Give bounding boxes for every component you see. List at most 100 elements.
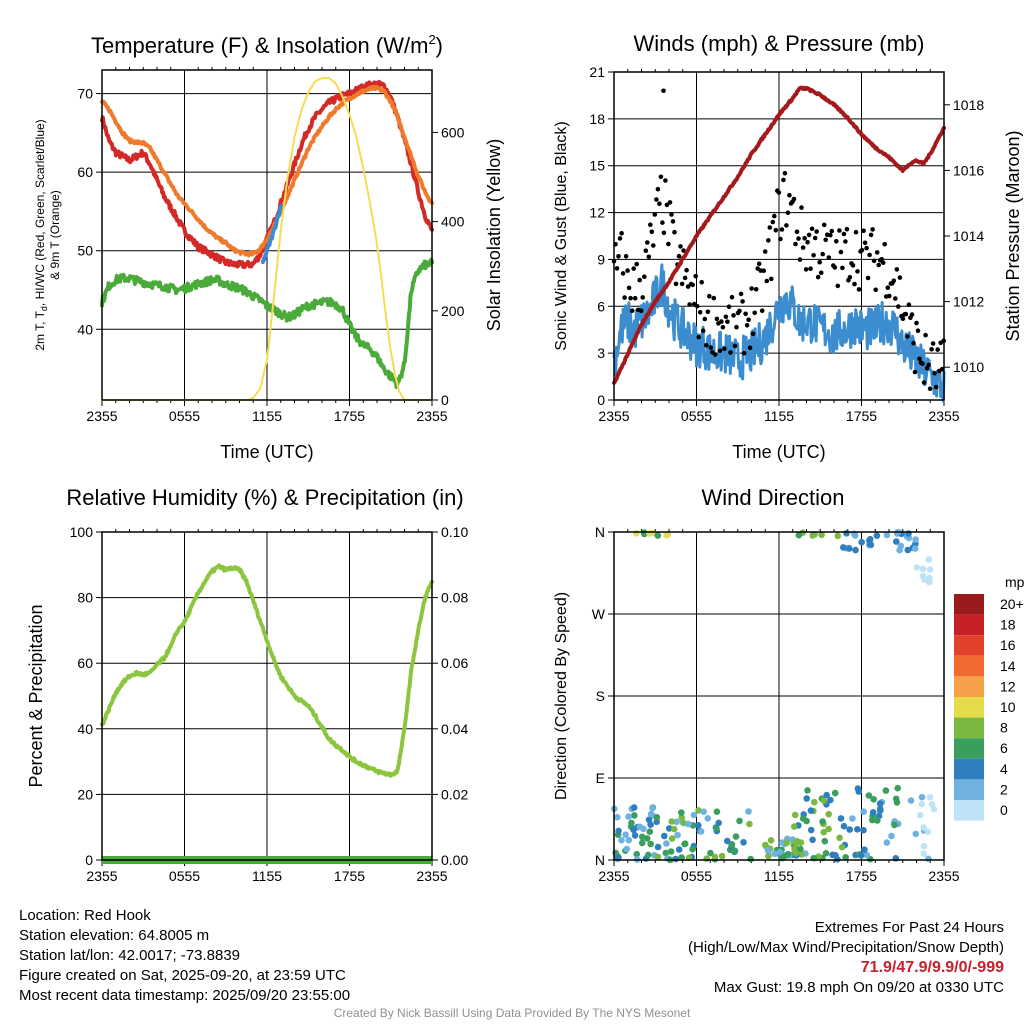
gust-point <box>658 174 664 180</box>
legend-swatch <box>954 614 984 636</box>
gust-point <box>897 275 903 280</box>
direction-point <box>703 855 710 862</box>
direction-point <box>665 825 673 832</box>
direction-point <box>819 818 826 825</box>
direction-point <box>700 808 707 815</box>
rh-plot-frame <box>101 531 433 861</box>
direction-point <box>765 852 772 860</box>
direction-point <box>893 799 901 806</box>
direction-point <box>728 841 736 848</box>
gust-point <box>687 302 692 307</box>
gust-point <box>815 274 821 280</box>
direction-point <box>647 840 654 848</box>
gust-point <box>797 257 803 262</box>
temp-x-label: Time (UTC) <box>220 442 313 462</box>
y2-tick-label: 400 <box>441 214 465 230</box>
gust-point <box>678 244 683 249</box>
gust-point <box>734 324 739 330</box>
series-td <box>100 257 434 389</box>
direction-point <box>654 843 662 851</box>
y2-tick-label: 0.02 <box>441 786 468 802</box>
direction-point <box>736 817 743 825</box>
wind-chart: Winds (mph) & Pressure (mb) 2355 0555 1155 1… <box>553 31 1023 462</box>
direction-point <box>924 828 932 835</box>
direction-point <box>765 847 772 854</box>
gust-point <box>871 258 877 264</box>
gust-point <box>645 240 650 245</box>
gust-point <box>893 296 898 301</box>
gust-point <box>756 261 762 267</box>
gust-point <box>826 255 832 260</box>
y2-tick-label: 600 <box>441 124 465 140</box>
gust-point <box>616 253 621 259</box>
legend-swatch <box>954 697 984 718</box>
gust-point <box>852 281 857 287</box>
direction-point <box>918 793 926 801</box>
gust-point <box>714 316 720 322</box>
gust-point <box>697 310 703 315</box>
direction-point <box>707 849 714 857</box>
direction-point <box>863 851 871 859</box>
gust-point <box>828 232 833 238</box>
direction-point <box>790 823 798 830</box>
direction-point <box>918 800 926 808</box>
direction-point <box>849 815 856 822</box>
rh-chart-title: Relative Humidity (%) & Precipitation (i… <box>66 485 463 510</box>
y2-tick-label: 1016 <box>953 162 984 178</box>
wind-y-label: Sonic Wind & Gust (Blue, Black) <box>553 121 570 350</box>
gust-point <box>778 236 783 242</box>
gust-point <box>643 248 649 253</box>
direction-point <box>920 850 928 857</box>
wind-y2-label: Station Pressure (Maroon) <box>1003 130 1023 341</box>
direction-point <box>926 794 934 801</box>
gust-point <box>729 294 735 300</box>
y2-tick-label: 0.00 <box>441 852 468 868</box>
direction-point <box>623 845 631 853</box>
series-sonic-wind <box>612 263 946 403</box>
x-tick-label: 1755 <box>334 868 365 884</box>
x-tick-label: 1155 <box>764 408 794 424</box>
direction-point <box>791 811 799 819</box>
direction-point <box>636 823 644 831</box>
direction-point <box>804 787 811 794</box>
legend-swatch <box>954 738 984 759</box>
direction-point <box>807 807 815 814</box>
direction-point <box>625 836 633 844</box>
gust-point <box>738 291 744 297</box>
gust-point <box>625 268 630 273</box>
y-tick-label: 0 <box>85 852 93 868</box>
gust-point <box>672 229 677 235</box>
gust-point <box>741 350 747 356</box>
gust-point <box>654 197 659 202</box>
y-tick-label: W <box>592 606 606 622</box>
direction-point <box>673 818 680 826</box>
gust-point <box>651 243 656 248</box>
y-tick-label: 50 <box>77 243 93 259</box>
y2-tick-label: 0.04 <box>441 721 468 737</box>
direction-point <box>649 804 656 812</box>
direction-point <box>713 808 721 815</box>
y2-tick-label: 1010 <box>953 359 984 375</box>
gust-point <box>800 245 806 250</box>
gust-point <box>838 249 844 255</box>
gust-point <box>859 247 865 253</box>
direction-point <box>920 824 927 831</box>
legend-label: 2 <box>1000 781 1008 797</box>
y-tick-label: 20 <box>77 786 93 802</box>
temp-chart-title: Temperature (F) & Insolation (W/m2) <box>91 32 443 58</box>
x-tick-label: 2355 <box>928 408 959 424</box>
direction-point <box>920 842 928 850</box>
gust-point <box>870 227 875 232</box>
gust-point <box>737 308 742 314</box>
direction-point <box>820 797 828 804</box>
direction-point <box>690 811 698 819</box>
gust-point <box>817 259 822 265</box>
direction-point <box>860 808 867 815</box>
gust-point <box>717 348 723 354</box>
direction-point <box>782 852 789 859</box>
direction-point <box>630 804 638 811</box>
direction-point <box>811 798 818 806</box>
station-latlon: Station lat/lon: 42.0017; -73.8839 <box>19 947 241 964</box>
gust-point <box>622 295 627 300</box>
gust-point <box>821 222 827 228</box>
